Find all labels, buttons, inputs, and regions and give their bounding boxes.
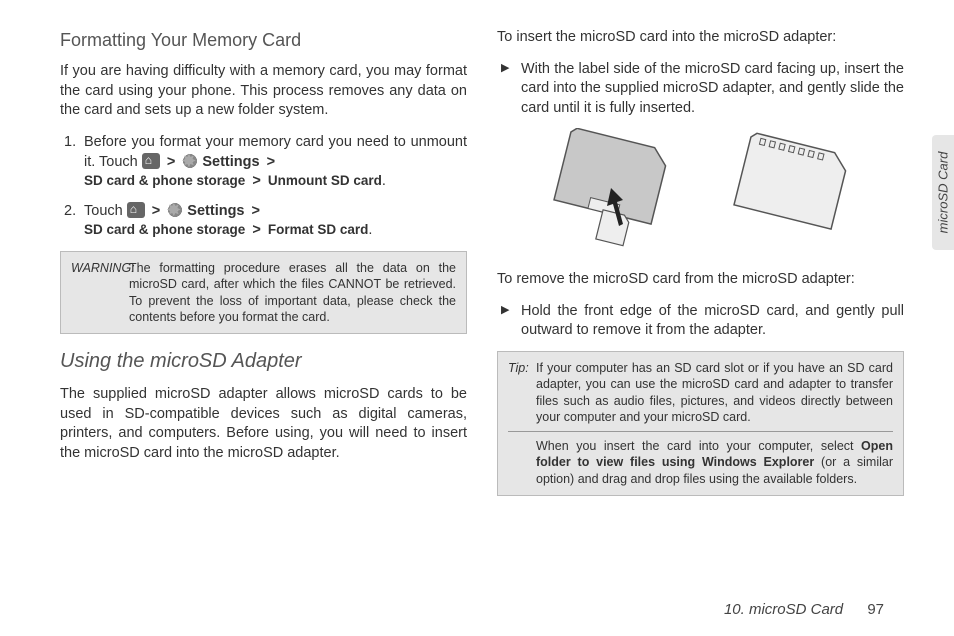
- para-format-intro: If you are having difficulty with a memo…: [60, 62, 467, 121]
- heading-adapter: Using the microSD Adapter: [60, 348, 467, 375]
- sd-adapter-diagram: [497, 128, 904, 258]
- home-icon: [142, 153, 160, 169]
- side-tab-label: microSD Card: [936, 152, 951, 234]
- warning-box: WARNING: The formatting procedure erases…: [60, 251, 467, 334]
- insert-bullet: With the label side of the microSD card …: [497, 60, 904, 119]
- insert-intro: To insert the microSD card into the micr…: [497, 28, 904, 48]
- insert-list: With the label side of the microSD card …: [497, 60, 904, 119]
- gear-icon: [167, 202, 183, 218]
- left-column: Formatting Your Memory Card If you are h…: [60, 28, 467, 580]
- warning-text: The formatting procedure erases all the …: [71, 260, 456, 325]
- remove-bullet: Hold the front edge of the microSD card,…: [497, 302, 904, 341]
- page-number: 97: [867, 601, 884, 618]
- remove-intro: To remove the microSD card from the micr…: [497, 270, 904, 290]
- tip-text1: If your computer has an SD card slot or …: [508, 360, 893, 425]
- chapter-label: 10. microSD Card: [724, 601, 843, 618]
- tip-label: Tip:: [508, 361, 533, 375]
- page-footer: 10. microSD Card 97: [724, 601, 884, 618]
- right-column: To insert the microSD card into the micr…: [497, 28, 904, 580]
- step-2: 2. Touch > Settings > SD card & phone st…: [60, 202, 467, 241]
- tip-text2: When you insert the card into your compu…: [508, 438, 893, 487]
- side-tab: microSD Card: [932, 135, 954, 250]
- tip-box: Tip: If your computer has an SD card slo…: [497, 351, 904, 496]
- steps-list: 1. Before you format your memory card yo…: [60, 133, 467, 241]
- heading-formatting: Formatting Your Memory Card: [60, 28, 467, 52]
- para-adapter: The supplied microSD adapter allows micr…: [60, 385, 467, 463]
- step-1: 1. Before you format your memory card yo…: [60, 133, 467, 192]
- remove-list: Hold the front edge of the microSD card,…: [497, 302, 904, 341]
- gear-icon: [182, 153, 198, 169]
- home-icon: [127, 202, 145, 218]
